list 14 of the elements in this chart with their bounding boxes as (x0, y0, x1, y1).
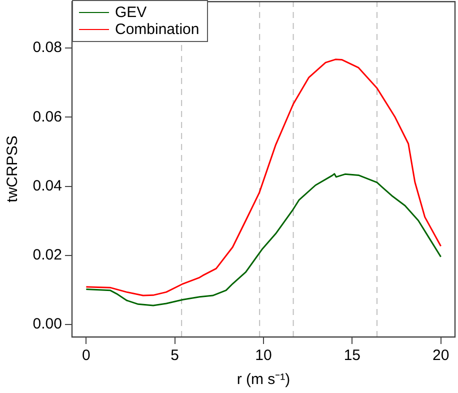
legend-label: GEV (115, 4, 147, 21)
legend-label: Combination (115, 21, 200, 38)
y-tick-label: 0.04 (32, 177, 62, 194)
y-tick-label: 0.00 (32, 316, 62, 333)
y-tick-label: 0.06 (32, 108, 62, 126)
y-tick-label: 0.02 (32, 246, 62, 264)
x-tick-label: 5 (170, 347, 180, 364)
y-axis-title: twCRPSS (4, 136, 22, 202)
x-tick-label: 15 (344, 347, 360, 364)
x-tick-label: 20 (432, 347, 450, 364)
x-tick-label: 0 (82, 347, 90, 364)
x-axis-title: r (m s⁻¹) (236, 371, 290, 388)
x-tick-label: 10 (255, 347, 272, 364)
y-tick-label: 0.08 (32, 39, 62, 56)
